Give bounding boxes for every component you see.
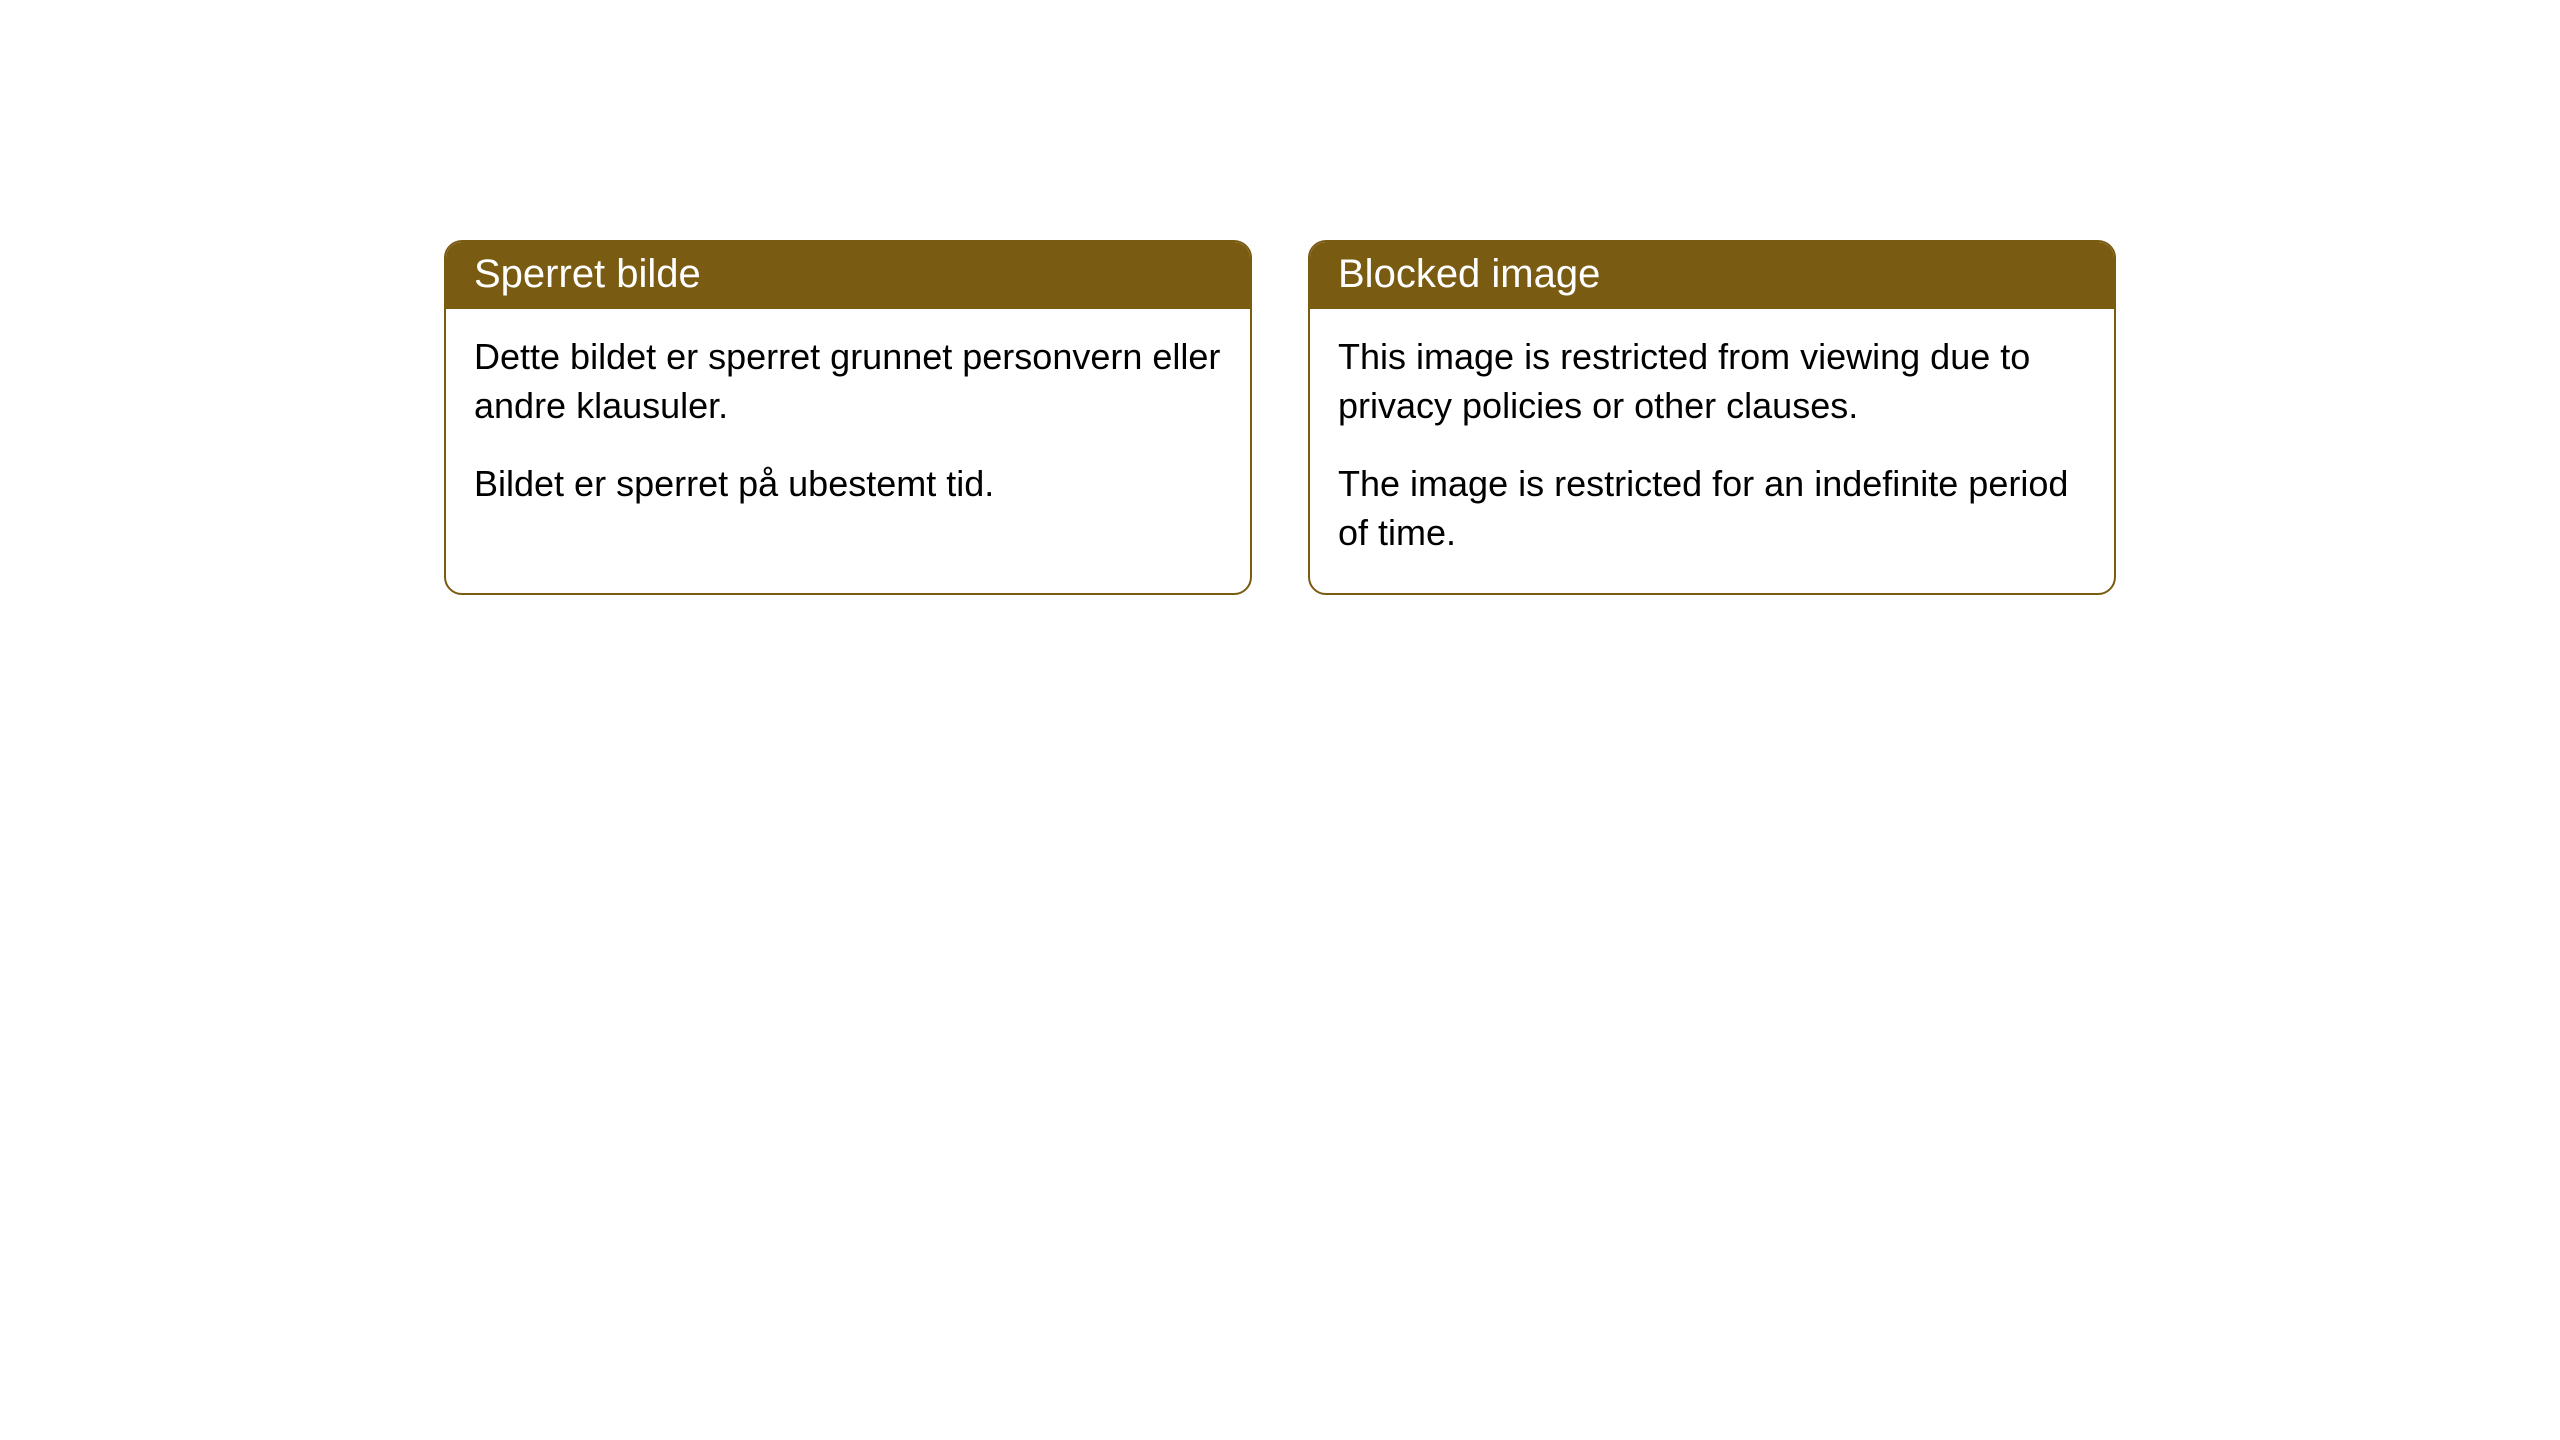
notice-card-norwegian: Sperret bilde Dette bildet er sperret gr…: [444, 240, 1252, 595]
notice-text-line-1: Dette bildet er sperret grunnet personve…: [474, 333, 1222, 430]
notice-header: Blocked image: [1310, 242, 2114, 309]
notice-text-line-2: Bildet er sperret på ubestemt tid.: [474, 460, 1222, 509]
notice-card-english: Blocked image This image is restricted f…: [1308, 240, 2116, 595]
notice-body: This image is restricted from viewing du…: [1310, 309, 2114, 593]
notice-body: Dette bildet er sperret grunnet personve…: [446, 309, 1250, 545]
notice-header: Sperret bilde: [446, 242, 1250, 309]
notice-text-line-1: This image is restricted from viewing du…: [1338, 333, 2086, 430]
notice-text-line-2: The image is restricted for an indefinit…: [1338, 460, 2086, 557]
notice-container: Sperret bilde Dette bildet er sperret gr…: [444, 240, 2116, 595]
